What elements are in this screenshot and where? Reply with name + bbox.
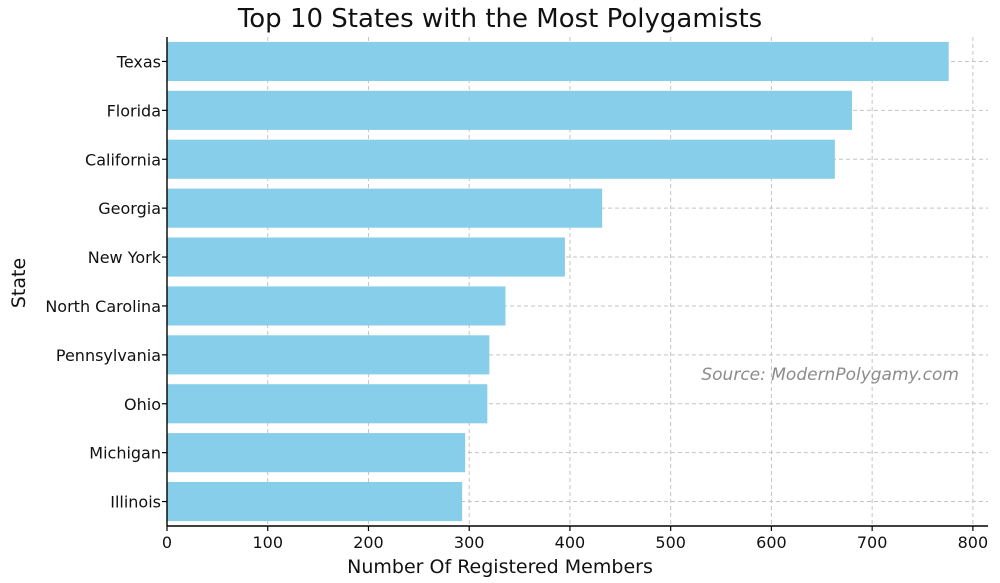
x-axis-label: Number Of Registered Members [347, 556, 653, 578]
source-annotation: Source: ModernPolygamy.com [701, 365, 959, 385]
y-axis-label: State [8, 258, 30, 308]
x-tick-label: 0 [162, 533, 172, 552]
bars [167, 41, 949, 522]
x-tick-label: 400 [555, 533, 586, 552]
bar-new-york [167, 237, 565, 277]
x-tick-label: 100 [252, 533, 283, 552]
x-tick-label: 300 [454, 533, 485, 552]
x-ticks: 0 100 200 300 400 500 600 700 800 [162, 526, 988, 552]
x-tick-label: 200 [353, 533, 384, 552]
y-tick-label: Pennsylvania [56, 346, 161, 365]
y-tick-label: North Carolina [45, 297, 161, 316]
bar-texas [167, 41, 949, 82]
x-tick-label: 500 [655, 533, 686, 552]
bar-michigan [167, 433, 466, 473]
y-tick-label: Illinois [110, 493, 161, 512]
x-tick-label: 800 [958, 533, 989, 552]
x-tick-label: 700 [857, 533, 888, 552]
axes [166, 37, 988, 527]
y-tick-label: Texas [116, 52, 161, 71]
x-tick-label: 600 [756, 533, 787, 552]
y-tick-label: Michigan [89, 444, 161, 463]
bar-georgia [167, 188, 603, 228]
bar-florida [167, 90, 853, 130]
y-tick-label: Florida [107, 101, 161, 120]
y-ticks: Texas Florida California Georgia New York Nor… [45, 52, 167, 512]
bar-ohio [167, 384, 488, 424]
y-tick-label: Georgia [98, 199, 161, 218]
y-tick-label: California [85, 150, 161, 169]
bar-california [167, 139, 835, 179]
y-tick-label: New York [88, 248, 162, 267]
y-tick-label: Ohio [124, 395, 161, 414]
chart-title: Top 10 States with the Most Polygamists [237, 4, 762, 34]
bar-illinois [167, 481, 463, 522]
bar-pennsylvania [167, 335, 490, 375]
bar-north-carolina [167, 286, 506, 326]
